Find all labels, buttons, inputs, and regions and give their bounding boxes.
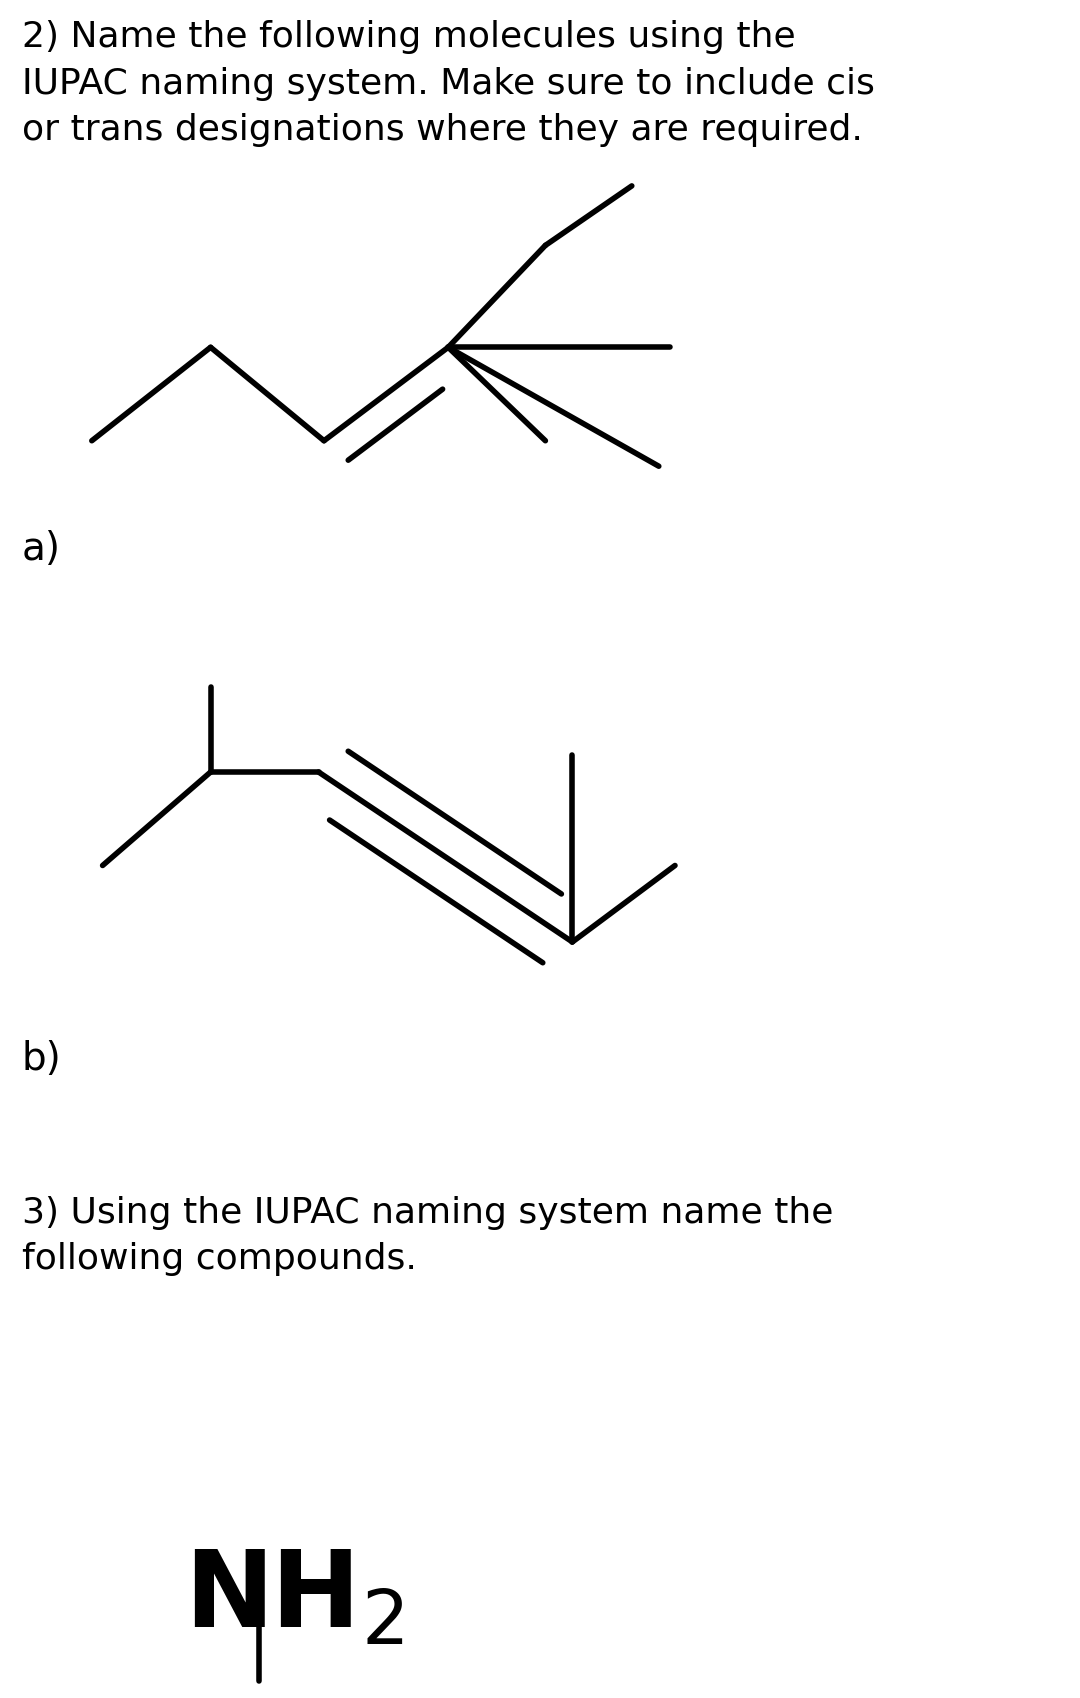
Text: b): b) [22, 1039, 62, 1077]
Text: a): a) [22, 530, 60, 567]
Text: NH$_2$: NH$_2$ [184, 1545, 403, 1649]
Text: 2) Name the following molecules using the
IUPAC naming system. Make sure to incl: 2) Name the following molecules using th… [22, 20, 875, 146]
Text: 3) Using the IUPAC naming system name the
following compounds.: 3) Using the IUPAC naming system name th… [22, 1195, 833, 1275]
